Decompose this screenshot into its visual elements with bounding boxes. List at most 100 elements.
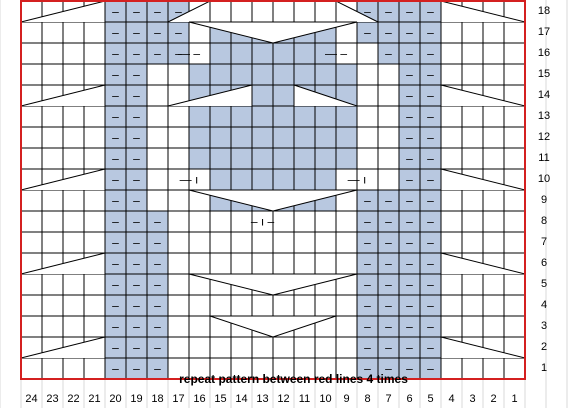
purl-cell <box>378 211 399 232</box>
purl-symbol: – <box>385 194 392 208</box>
cable-wedge <box>188 189 358 212</box>
purl-cell <box>420 169 441 190</box>
row-number: 9 <box>540 194 548 206</box>
purl-cell <box>126 358 147 379</box>
purl-cell <box>357 253 378 274</box>
purl-symbol: – <box>385 5 392 19</box>
column-number: 6 <box>406 393 413 405</box>
purl-symbol: – <box>364 299 371 313</box>
purl-symbol: – <box>112 68 119 82</box>
purl-symbol: – <box>364 194 371 208</box>
purl-symbol: – <box>112 278 119 292</box>
cable-fill-cell <box>273 43 294 64</box>
cable-fill-cell <box>315 106 336 127</box>
cable-wedge <box>20 168 106 191</box>
cable-fill-cell <box>315 148 336 169</box>
purl-cell <box>378 358 399 379</box>
purl-cell <box>126 1 147 22</box>
purl-cell <box>399 253 420 274</box>
row-number: 4 <box>540 299 548 311</box>
cable-fill-cell <box>252 85 273 106</box>
twist-marker: — ı <box>348 173 367 187</box>
row-number: 15 <box>537 68 551 80</box>
purl-cell <box>420 106 441 127</box>
cable-wedge <box>209 315 337 338</box>
purl-symbol: – <box>112 5 119 19</box>
purl-symbol: – <box>385 26 392 40</box>
column-number: 3 <box>469 393 476 405</box>
purl-cell <box>357 337 378 358</box>
purl-symbol: – <box>154 362 161 376</box>
purl-cell <box>420 85 441 106</box>
cable-wedge <box>188 21 358 44</box>
cable-wedge <box>440 84 526 107</box>
cable-fill-cell <box>273 148 294 169</box>
purl-symbol: – <box>133 362 140 376</box>
purl-symbol: – <box>112 152 119 166</box>
purl-cell <box>420 211 441 232</box>
twist-marker: — – <box>178 47 200 61</box>
purl-cell <box>105 64 126 85</box>
purl-cell <box>420 190 441 211</box>
row-number: 11 <box>538 152 550 164</box>
purl-cell <box>105 337 126 358</box>
purl-symbol: – <box>406 215 413 229</box>
purl-cell <box>126 64 147 85</box>
cable-fill-cell <box>336 148 357 169</box>
cable-fill-cell <box>252 148 273 169</box>
purl-symbol: – <box>385 362 392 376</box>
purl-cell <box>147 253 168 274</box>
purl-cell <box>357 316 378 337</box>
cable-fill-cell <box>231 148 252 169</box>
purl-symbol: – <box>133 320 140 334</box>
cable-fill-cell <box>315 127 336 148</box>
purl-cell <box>147 43 168 64</box>
purl-symbol: – <box>427 89 434 103</box>
purl-symbol: – <box>112 215 119 229</box>
column-number: 2 <box>490 393 497 405</box>
cable-wedge <box>20 252 106 275</box>
column-number: 15 <box>214 393 227 405</box>
purl-cell <box>126 232 147 253</box>
row-number: 12 <box>537 131 551 143</box>
purl-symbol: – <box>112 26 119 40</box>
purl-cell <box>126 316 147 337</box>
column-number: 8 <box>364 393 371 405</box>
column-number: 20 <box>109 393 122 405</box>
purl-cell <box>399 127 420 148</box>
purl-symbol: – <box>427 173 434 187</box>
purl-cell <box>126 43 147 64</box>
cable-fill-cell <box>294 43 315 64</box>
row-number: 10 <box>537 173 551 185</box>
cable-fill-cell <box>294 127 315 148</box>
column-number: 11 <box>298 393 311 405</box>
purl-symbol: – <box>364 26 371 40</box>
purl-cell <box>420 1 441 22</box>
purl-symbol: – <box>133 236 140 250</box>
purl-symbol: – <box>427 110 434 124</box>
purl-cell <box>126 85 147 106</box>
purl-symbol: – <box>133 110 140 124</box>
cable-fill-cell <box>315 169 336 190</box>
row-number: 1 <box>540 362 548 374</box>
row-number: 13 <box>537 110 551 122</box>
purl-symbol: – <box>112 362 119 376</box>
purl-cell <box>420 358 441 379</box>
cable-fill-cell <box>210 43 231 64</box>
purl-symbol: – <box>112 173 119 187</box>
purl-symbol: – <box>112 320 119 334</box>
purl-cell <box>420 274 441 295</box>
purl-symbol: – <box>154 215 161 229</box>
cable-fill-cell <box>252 43 273 64</box>
purl-symbol: – <box>406 320 413 334</box>
purl-symbol: – <box>154 299 161 313</box>
purl-symbol: – <box>427 278 434 292</box>
cable-fill-cell <box>336 64 357 85</box>
purl-cell <box>399 64 420 85</box>
purl-cell <box>420 64 441 85</box>
column-number: 7 <box>385 393 392 405</box>
purl-symbol: – <box>427 194 434 208</box>
purl-symbol: – <box>406 110 413 124</box>
purl-cell <box>147 358 168 379</box>
purl-symbol: – <box>427 215 434 229</box>
